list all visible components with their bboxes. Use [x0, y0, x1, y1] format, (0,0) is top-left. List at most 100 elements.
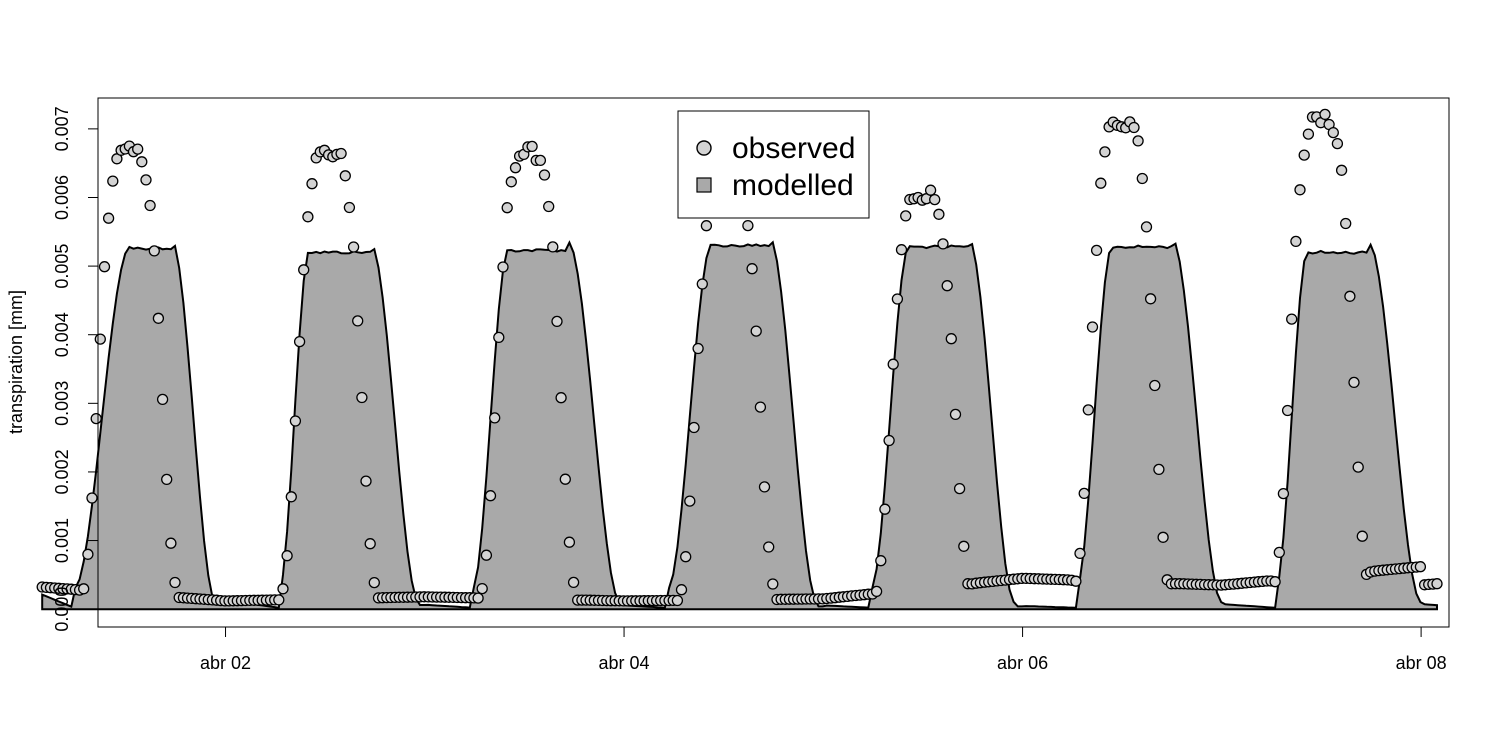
observed-point: [754, 401, 767, 413]
observed-point: [352, 315, 364, 327]
x-tick-label: abr 02: [200, 653, 251, 673]
observed-point: [1136, 172, 1148, 185]
observed-point: [493, 331, 505, 344]
observed-point: [1294, 184, 1306, 196]
observed-point: [750, 325, 762, 337]
observed-point: [1340, 217, 1352, 230]
y-axis-title: transpiration [mm]: [6, 290, 26, 434]
observed-point: [501, 202, 513, 214]
observed-point: [924, 184, 937, 196]
observed-point: [156, 393, 169, 406]
observed-point: [273, 594, 285, 606]
observed-point: [1149, 379, 1161, 392]
observed-point: [476, 582, 488, 595]
observed-point: [285, 491, 297, 503]
y-tick-label: 0.003: [52, 381, 72, 426]
observed-point: [547, 241, 559, 253]
observed-point: [1298, 149, 1310, 161]
observed-point: [1348, 376, 1360, 389]
observed-point: [1074, 547, 1086, 560]
observed-point: [360, 475, 372, 487]
observed-point: [148, 245, 160, 257]
observed-point: [1327, 126, 1339, 139]
observed-point: [526, 140, 538, 153]
legend-modelled-marker: [696, 177, 712, 193]
observed-point: [298, 264, 310, 276]
observed-point: [347, 241, 360, 253]
observed-point: [958, 540, 970, 552]
observed-point: [895, 244, 908, 256]
observed-point: [879, 503, 891, 515]
observed-point: [684, 495, 696, 507]
observed-point: [941, 280, 953, 292]
observed-point: [758, 481, 771, 493]
observed-point: [140, 174, 152, 186]
observed-point: [302, 211, 314, 223]
observed-point: [1344, 290, 1356, 302]
y-tick-label: 0.006: [52, 175, 72, 220]
observed-point: [945, 333, 957, 345]
observed-point: [132, 143, 144, 155]
observed-point: [1290, 235, 1302, 248]
y-tick-label: 0.002: [52, 449, 72, 494]
observed-point: [746, 263, 758, 275]
observed-point: [1082, 404, 1094, 416]
observed-point: [1302, 128, 1315, 140]
observed-point: [339, 170, 351, 182]
observed-point: [543, 200, 555, 213]
observed-point: [567, 576, 580, 589]
observed-point: [1277, 487, 1290, 500]
observed-point: [144, 199, 156, 212]
observed-point: [767, 578, 779, 590]
observed-point: [1153, 463, 1165, 476]
observed-point: [1157, 531, 1169, 543]
observed-point: [534, 154, 547, 167]
observed-point: [1099, 146, 1111, 158]
observed-point: [78, 583, 90, 595]
observed-point: [293, 335, 306, 348]
observed-point: [900, 210, 912, 222]
observed-point: [509, 162, 522, 174]
modelled-area: [41, 240, 1438, 611]
observed-point: [1269, 576, 1281, 588]
observed-point: [1356, 530, 1368, 542]
observed-point: [1095, 177, 1107, 189]
observed-point: [82, 548, 94, 560]
observed-point: [563, 536, 576, 548]
x-axis: abr 02 abr 04 abr 06 abr 08: [200, 627, 1447, 673]
observed-point: [368, 576, 380, 589]
y-tick-label: 0.005: [52, 244, 72, 289]
observed-point: [555, 392, 567, 404]
observed-point: [1273, 546, 1285, 559]
y-tick-label: 0.004: [52, 312, 72, 357]
observed-point: [472, 592, 484, 604]
observed-points-layer: [36, 108, 1443, 607]
observed-point: [152, 312, 165, 324]
observed-point: [1352, 461, 1364, 473]
observed-point: [356, 391, 368, 404]
legend-box: [677, 110, 870, 219]
observed-point: [289, 415, 302, 427]
observed-point: [692, 342, 704, 355]
observed-point: [161, 473, 173, 486]
observed-point: [1144, 293, 1157, 305]
observed-point: [136, 156, 148, 168]
observed-point: [538, 169, 551, 181]
legend-modelled-label: modelled: [732, 169, 854, 202]
observed-point: [671, 594, 684, 607]
observed-point: [887, 358, 899, 370]
observed-point: [86, 492, 98, 504]
observed-point: [484, 490, 497, 502]
observed-point: [1319, 108, 1331, 121]
legend: observed modelled: [677, 110, 870, 219]
observed-point: [742, 219, 754, 232]
x-tick-label: abr 04: [599, 653, 650, 673]
observed-point: [891, 293, 904, 305]
observed-point: [94, 333, 106, 345]
observed-point: [98, 261, 111, 273]
observed-point: [489, 412, 501, 424]
observed-point: [335, 147, 347, 160]
observed-point: [949, 408, 962, 421]
observed-point: [497, 261, 509, 273]
y-axis: 0.000 0.001 0.002 0.003 0.004 0.005 0.006 0.007: [52, 106, 98, 632]
